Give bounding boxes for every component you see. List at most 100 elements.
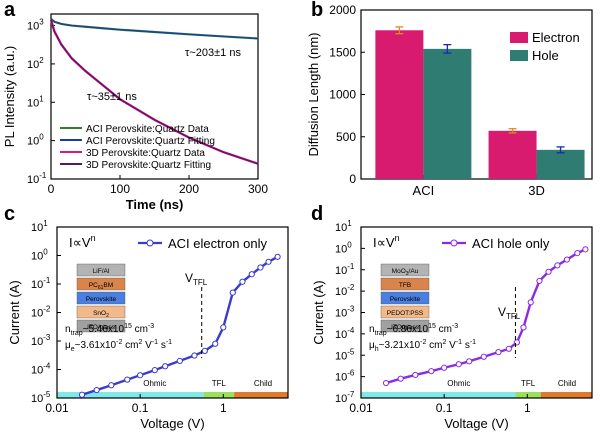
tick-base: 10 xyxy=(27,59,39,71)
y-tick-label: 0 xyxy=(349,172,356,186)
data-point xyxy=(466,358,473,365)
y-tick-label: 10-1 xyxy=(27,171,47,186)
y-tick-label: 500 xyxy=(336,130,356,144)
formula-part: -3 xyxy=(148,323,154,330)
x-tick-label: 1 xyxy=(220,401,227,415)
x-tick-label: 0.01 xyxy=(45,401,69,415)
power-law-formula: I∝Vn xyxy=(69,233,96,250)
bar xyxy=(423,48,472,180)
panel-letter: c xyxy=(4,203,15,225)
tick-base: 10 xyxy=(31,308,43,320)
x-tick-label: 0.01 xyxy=(349,401,373,415)
bar xyxy=(375,30,424,180)
formula-part: 2 xyxy=(442,339,446,346)
mobility-text: μe~3.61x10-2 cm2 V-1 s-1 xyxy=(65,339,172,353)
x-tick-label: 100 xyxy=(110,182,130,196)
device-layer-text: ITO/glass xyxy=(87,324,115,331)
x-tick-label: ACI xyxy=(413,183,435,198)
legend-label: ACI Perovskite:Quartz Fitting xyxy=(86,136,215,147)
device-layer xyxy=(380,319,430,333)
device-layer-text: MoO xyxy=(392,268,406,275)
formula-part: ~5.46x10 xyxy=(83,324,125,335)
device-layer xyxy=(76,277,126,291)
y-tick-label: 10-1 xyxy=(335,262,355,277)
y-axis-label: Current (A) xyxy=(7,280,22,344)
data-point xyxy=(108,382,115,389)
vtfl-sub: TFL xyxy=(506,312,521,321)
device-layer-label: TFB xyxy=(399,282,411,289)
mobility-text: μh~3.21x10-2 cm2 V-1 s-1 xyxy=(369,339,476,353)
y-tick-label: 100 xyxy=(31,248,48,263)
series-line xyxy=(50,19,259,165)
data-point xyxy=(536,277,543,285)
data-point xyxy=(527,299,534,306)
tick-exp: -2 xyxy=(43,305,51,314)
data-point xyxy=(229,289,236,296)
formula-part: s xyxy=(462,340,470,351)
y-tick-label: 10-4 xyxy=(335,326,355,341)
annotation: τ~203±1 ns xyxy=(185,47,241,59)
device-layer xyxy=(76,319,126,333)
legend-label: ACI hole only xyxy=(472,236,550,251)
legend-swatch xyxy=(510,32,528,43)
device-layer-tail: /Au xyxy=(409,268,419,275)
region-tfl-bar xyxy=(203,392,235,398)
legend-marker xyxy=(450,239,458,247)
x-tick-label: 0.1 xyxy=(132,401,149,415)
tick-exp: -5 xyxy=(347,347,355,356)
data-point xyxy=(93,386,100,394)
device-layer-label: LiF/Al xyxy=(93,268,110,275)
tick-exp: -4 xyxy=(347,326,355,335)
panel-letter: d xyxy=(311,203,323,225)
y-tick-label: 10-5 xyxy=(335,347,355,362)
device-layer-label: Perovskite xyxy=(86,296,117,303)
region-ohmic-bar xyxy=(57,392,204,398)
data-point xyxy=(239,278,246,285)
tick-base: 10 xyxy=(31,393,43,405)
region-label-ohmic: Ohmic xyxy=(143,379,166,388)
tick-base: 10 xyxy=(335,372,347,384)
formula-exp: n xyxy=(91,233,96,243)
formula-part: cm xyxy=(132,324,148,335)
y-tick-label: 1000 xyxy=(329,88,356,102)
formula-part: -1 xyxy=(456,339,462,346)
tick-exp: -6 xyxy=(347,369,355,378)
bar xyxy=(536,149,585,179)
y-tick-label: 10-4 xyxy=(31,362,51,377)
data-point xyxy=(201,347,208,354)
vtfl-label: VTFL xyxy=(498,305,521,321)
formula-part: cm xyxy=(436,324,452,335)
y-tick-label: 10-3 xyxy=(335,305,355,320)
data-point xyxy=(257,264,264,271)
formula-part: e xyxy=(71,346,75,353)
y-axis-label: Current (A) xyxy=(311,280,326,344)
trap-density-text: ntrap~5.46x1015 cm-3 xyxy=(65,323,154,337)
tick-base: 10 xyxy=(31,365,43,377)
y-tick-label: 101 xyxy=(335,219,352,234)
tick-exp: -3 xyxy=(347,305,355,314)
y-tick-label: 10-7 xyxy=(335,390,355,405)
tick-base: 10 xyxy=(335,350,347,362)
device-layer xyxy=(76,263,126,277)
data-point xyxy=(563,256,571,263)
tick-base: 10 xyxy=(27,136,39,148)
power-law-formula: I∝Vn xyxy=(373,233,400,250)
region-label-tfl: TFL xyxy=(521,379,536,388)
tick-base: 10 xyxy=(27,97,39,109)
y-tick-label: 10-2 xyxy=(31,305,51,320)
bar xyxy=(488,130,537,179)
data-point xyxy=(248,271,255,278)
data-point xyxy=(151,367,158,374)
device-layer-sub: 3 xyxy=(406,271,409,277)
data-point xyxy=(441,364,448,371)
tick-base: 10 xyxy=(335,393,347,405)
region-label-child: Child xyxy=(254,379,272,388)
formula-part: s xyxy=(158,340,166,351)
formula-part: ~6.86x10 xyxy=(387,324,429,335)
x-tick-label: 200 xyxy=(179,182,199,196)
y-tick-label: 10-2 xyxy=(335,283,355,298)
device-layer xyxy=(76,305,126,319)
formula-main: I∝V xyxy=(69,235,91,250)
formula-part: cm xyxy=(426,340,442,351)
vtfl-sub: TFL xyxy=(193,278,208,287)
